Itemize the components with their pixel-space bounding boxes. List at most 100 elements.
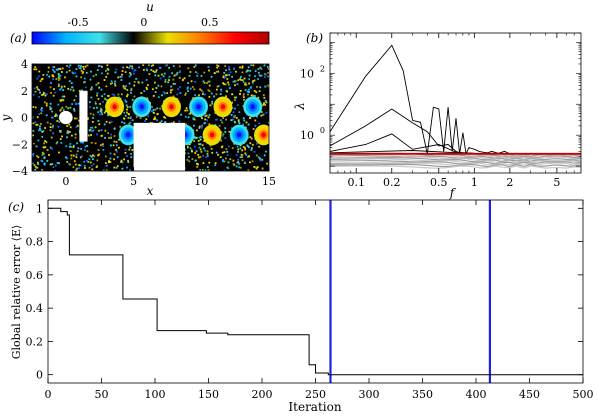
error-xtick-label: 450: [519, 388, 540, 401]
noise-pixel: [86, 118, 89, 120]
noise-pixel: [114, 80, 116, 83]
noise-pixel: [187, 152, 190, 155]
noise-pixel: [110, 120, 113, 123]
noise-pixel: [154, 91, 157, 93]
noise-pixel: [126, 93, 129, 96]
noise-pixel: [38, 70, 41, 73]
spectrum-ytick-exponent: 0: [320, 126, 325, 135]
noise-pixel: [250, 94, 253, 97]
noise-pixel: [156, 107, 159, 110]
noise-pixel: [45, 93, 48, 96]
noise-pixel: [245, 153, 247, 156]
noise-pixel: [123, 122, 126, 124]
error-ytick-label: 0.8: [26, 236, 44, 249]
spectrum-xtick-label: 2: [506, 176, 513, 189]
noise-pixel: [145, 118, 148, 121]
noise-pixel: [72, 89, 75, 92]
noise-pixel: [199, 143, 202, 145]
noise-pixel: [222, 75, 225, 77]
noise-pixel: [74, 72, 77, 75]
noise-pixel: [225, 69, 227, 72]
noise-pixel: [252, 128, 255, 130]
noise-pixel: [244, 147, 246, 149]
noise-pixel: [114, 82, 116, 85]
noise-pixel: [198, 127, 201, 129]
noise-pixel: [164, 116, 167, 119]
noise-pixel: [189, 87, 192, 90]
error-xtick-label: 350: [412, 388, 433, 401]
spectrum-mode-line: [330, 154, 581, 158]
noise-pixel: [131, 149, 134, 151]
noise-pixel: [86, 145, 89, 147]
noise-pixel: [174, 83, 176, 85]
noise-pixel: [198, 146, 201, 149]
heatmap-xtick-label: 5: [130, 175, 137, 188]
noise-pixel: [190, 149, 193, 152]
noise-pixel: [35, 68, 38, 71]
noise-pixel: [129, 169, 132, 171]
noise-pixel: [257, 156, 260, 159]
noise-pixel: [266, 162, 268, 165]
noise-pixel: [75, 68, 78, 70]
noise-pixel: [143, 69, 145, 71]
noise-pixel: [66, 71, 68, 74]
noise-pixel: [106, 64, 109, 67]
noise-pixel: [69, 106, 72, 109]
noise-pixel: [197, 139, 200, 142]
noise-pixel: [229, 86, 232, 89]
noise-pixel: [225, 148, 228, 151]
noise-pixel: [50, 136, 53, 139]
noise-pixel: [139, 117, 142, 119]
spectrum-frame: [329, 32, 582, 174]
noise-pixel: [197, 153, 200, 156]
noise-pixel: [161, 94, 163, 97]
noise-pixel: [102, 145, 105, 148]
noise-pixel: [228, 68, 231, 71]
heatmap-xlabel: x: [147, 184, 154, 198]
noise-pixel: [90, 141, 93, 144]
noise-pixel: [259, 86, 262, 89]
noise-pixel: [70, 154, 73, 157]
noise-pixel: [78, 119, 81, 122]
noise-pixel: [72, 166, 75, 168]
noise-pixel: [153, 71, 156, 74]
noise-pixel: [41, 151, 44, 154]
noise-pixel: [49, 146, 52, 149]
noise-pixel: [235, 117, 238, 119]
noise-pixel: [231, 147, 234, 149]
noise-pixel: [102, 169, 105, 171]
noise-pixel: [45, 104, 48, 107]
noise-pixel: [242, 95, 245, 98]
noise-pixel: [179, 92, 182, 94]
noise-pixel: [207, 89, 210, 92]
noise-pixel: [113, 135, 116, 137]
heatmap-ylabel: y: [0, 114, 13, 122]
noise-pixel: [84, 65, 87, 68]
noise-pixel: [233, 67, 235, 70]
noise-pixel: [242, 93, 245, 96]
noise-pixel: [238, 162, 240, 165]
noise-pixel: [62, 99, 65, 102]
noise-pixel: [252, 80, 254, 82]
noise-pixel: [233, 120, 236, 123]
noise-pixel: [188, 74, 191, 77]
noise-pixel: [55, 78, 58, 80]
noise-pixel: [155, 87, 158, 89]
noise-pixel: [129, 146, 132, 149]
noise-pixel: [131, 65, 133, 68]
noise-pixel: [223, 151, 226, 153]
noise-pixel: [113, 140, 116, 143]
noise-pixel: [98, 65, 100, 67]
heatmap-ytick-label: −2: [12, 138, 28, 151]
noise-pixel: [222, 160, 224, 162]
noise-pixel: [72, 144, 75, 147]
noise-pixel: [198, 143, 201, 146]
vortex-blob: [139, 104, 145, 110]
noise-pixel: [154, 118, 157, 120]
noise-pixel: [125, 85, 127, 87]
noise-pixel: [135, 77, 138, 80]
noise-pixel: [246, 90, 249, 93]
noise-pixel: [83, 77, 86, 80]
noise-pixel: [53, 66, 56, 68]
noise-pixel: [186, 86, 189, 89]
